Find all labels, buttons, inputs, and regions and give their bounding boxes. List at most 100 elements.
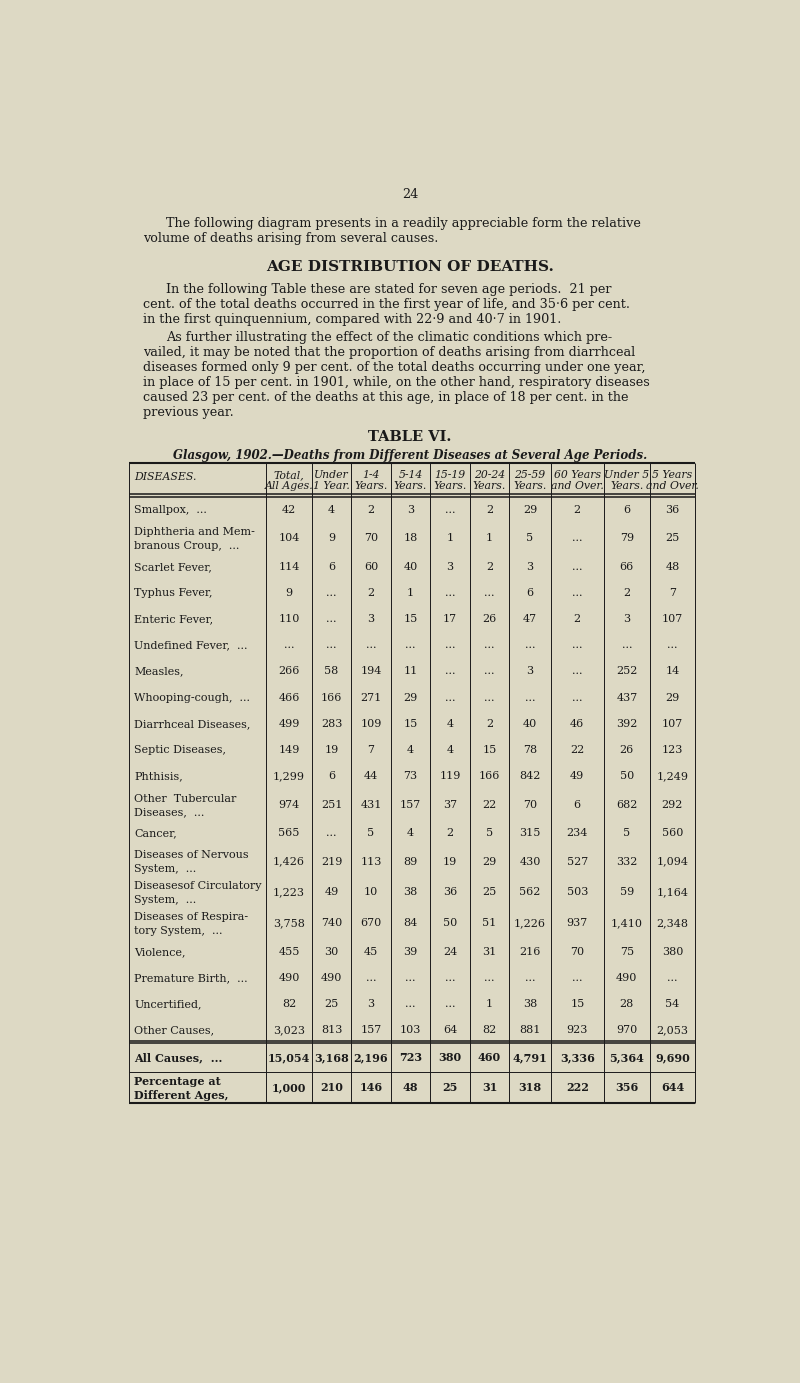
Text: Years.: Years. bbox=[473, 481, 506, 491]
Text: 1,094: 1,094 bbox=[657, 856, 689, 867]
Text: 292: 292 bbox=[662, 799, 683, 809]
Text: 5: 5 bbox=[367, 828, 374, 838]
Text: ...: ... bbox=[366, 640, 376, 650]
Text: 84: 84 bbox=[403, 918, 418, 928]
Text: 54: 54 bbox=[666, 999, 679, 1010]
Text: 251: 251 bbox=[321, 799, 342, 809]
Text: 5-14: 5-14 bbox=[398, 470, 422, 480]
Text: Glasgow, 1902.—Deaths from Different Diseases at Several Age Periods.: Glasgow, 1902.—Deaths from Different Dis… bbox=[173, 449, 647, 462]
Text: previous year.: previous year. bbox=[142, 405, 234, 419]
Text: 19: 19 bbox=[443, 856, 457, 867]
Text: 15: 15 bbox=[482, 745, 497, 755]
Text: ...: ... bbox=[525, 693, 535, 703]
Text: 1,410: 1,410 bbox=[611, 918, 643, 928]
Text: 31: 31 bbox=[482, 1082, 497, 1093]
Text: 104: 104 bbox=[278, 534, 300, 544]
Text: 26: 26 bbox=[620, 745, 634, 755]
Text: 2,196: 2,196 bbox=[354, 1052, 388, 1064]
Text: DISEASES.: DISEASES. bbox=[134, 472, 197, 481]
Text: 50: 50 bbox=[443, 918, 457, 928]
Text: 49: 49 bbox=[324, 888, 338, 898]
Text: 107: 107 bbox=[662, 719, 683, 729]
Text: 682: 682 bbox=[616, 799, 638, 809]
Text: 4,791: 4,791 bbox=[513, 1052, 547, 1064]
Text: 9,690: 9,690 bbox=[655, 1052, 690, 1064]
Text: 44: 44 bbox=[364, 772, 378, 781]
Text: 107: 107 bbox=[662, 614, 683, 624]
Text: 271: 271 bbox=[360, 693, 382, 703]
Text: 970: 970 bbox=[616, 1025, 638, 1036]
Text: 7: 7 bbox=[367, 745, 374, 755]
Text: 332: 332 bbox=[616, 856, 638, 867]
Text: 1,223: 1,223 bbox=[273, 888, 305, 898]
Text: Enteric Fever,: Enteric Fever, bbox=[134, 614, 214, 624]
Text: All Ages.: All Ages. bbox=[265, 481, 314, 491]
Text: 75: 75 bbox=[620, 947, 634, 957]
Text: 455: 455 bbox=[278, 947, 300, 957]
Text: 51: 51 bbox=[482, 918, 497, 928]
Text: in the first quinquennium, compared with 22·9 and 40·7 in 1901.: in the first quinquennium, compared with… bbox=[142, 313, 561, 325]
Text: 14: 14 bbox=[666, 667, 679, 676]
Text: 490: 490 bbox=[278, 972, 300, 983]
Text: 45: 45 bbox=[364, 947, 378, 957]
Text: 2: 2 bbox=[623, 588, 630, 597]
Text: 15-19: 15-19 bbox=[434, 470, 466, 480]
Text: Different Ages,: Different Ages, bbox=[134, 1090, 229, 1101]
Text: System,  ...: System, ... bbox=[134, 864, 196, 874]
Text: 3: 3 bbox=[367, 614, 374, 624]
Text: 70: 70 bbox=[364, 534, 378, 544]
Text: 73: 73 bbox=[403, 772, 418, 781]
Text: 315: 315 bbox=[519, 828, 541, 838]
Text: 4: 4 bbox=[407, 745, 414, 755]
Text: 2: 2 bbox=[367, 505, 374, 514]
Text: 490: 490 bbox=[616, 972, 638, 983]
Text: 24: 24 bbox=[402, 188, 418, 201]
Text: Years.: Years. bbox=[434, 481, 466, 491]
Text: 222: 222 bbox=[566, 1082, 589, 1093]
Text: 39: 39 bbox=[403, 947, 418, 957]
Text: 25: 25 bbox=[482, 888, 497, 898]
Text: 6: 6 bbox=[623, 505, 630, 514]
Text: 40: 40 bbox=[522, 719, 537, 729]
Text: 15: 15 bbox=[570, 999, 585, 1010]
Text: Premature Birth,  ...: Premature Birth, ... bbox=[134, 972, 248, 983]
Text: 5: 5 bbox=[526, 534, 534, 544]
Text: 740: 740 bbox=[321, 918, 342, 928]
Text: 644: 644 bbox=[661, 1082, 684, 1093]
Text: Years.: Years. bbox=[354, 481, 388, 491]
Text: 4: 4 bbox=[446, 719, 454, 729]
Text: diseases formed only 9 per cent. of the total deaths occurring under one year,: diseases formed only 9 per cent. of the … bbox=[142, 361, 645, 373]
Text: 527: 527 bbox=[566, 856, 588, 867]
Text: Under 5: Under 5 bbox=[604, 470, 650, 480]
Text: 66: 66 bbox=[620, 561, 634, 571]
Text: 22: 22 bbox=[482, 799, 497, 809]
Text: 2,053: 2,053 bbox=[657, 1025, 689, 1036]
Text: 119: 119 bbox=[439, 772, 461, 781]
Text: Diarrhceal Diseases,: Diarrhceal Diseases, bbox=[134, 719, 250, 729]
Text: 42: 42 bbox=[282, 505, 296, 514]
Text: 499: 499 bbox=[278, 719, 300, 729]
Text: ...: ... bbox=[284, 640, 294, 650]
Text: 19: 19 bbox=[324, 745, 338, 755]
Text: 29: 29 bbox=[403, 693, 418, 703]
Text: 24: 24 bbox=[443, 947, 457, 957]
Text: Diseases,  ...: Diseases, ... bbox=[134, 808, 205, 817]
Text: 29: 29 bbox=[666, 693, 679, 703]
Text: 17: 17 bbox=[443, 614, 457, 624]
Text: As further illustrating the effect of the climatic conditions which pre-: As further illustrating the effect of th… bbox=[166, 331, 612, 344]
Text: 29: 29 bbox=[482, 856, 497, 867]
Text: ...: ... bbox=[622, 640, 632, 650]
Text: and Over.: and Over. bbox=[551, 481, 604, 491]
Text: 30: 30 bbox=[324, 947, 338, 957]
Text: ...: ... bbox=[484, 667, 494, 676]
Text: 1: 1 bbox=[407, 588, 414, 597]
Text: 31: 31 bbox=[482, 947, 497, 957]
Text: 216: 216 bbox=[519, 947, 541, 957]
Text: ...: ... bbox=[445, 505, 455, 514]
Text: 25: 25 bbox=[666, 534, 679, 544]
Text: Violence,: Violence, bbox=[134, 947, 186, 957]
Text: 1,426: 1,426 bbox=[273, 856, 305, 867]
Text: 2: 2 bbox=[486, 719, 493, 729]
Text: Phthisis,: Phthisis, bbox=[134, 772, 183, 781]
Text: ...: ... bbox=[445, 640, 455, 650]
